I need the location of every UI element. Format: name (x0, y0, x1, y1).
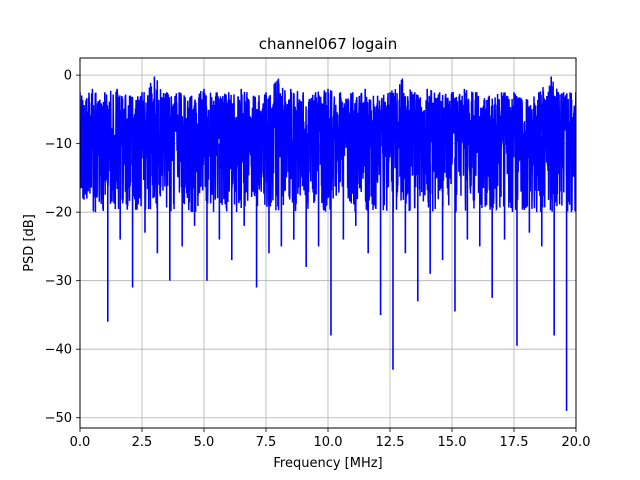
x-tick-label: 0.0 (70, 435, 91, 450)
x-tick-label: 12.5 (376, 435, 405, 450)
y-tick-label: 0 (64, 69, 72, 84)
y-tick-label: −20 (45, 206, 72, 221)
y-tick-label: −10 (45, 137, 72, 152)
psd-series (80, 76, 576, 411)
x-axis-label: Frequency [MHz] (273, 456, 382, 471)
x-tick-label: 20.0 (562, 435, 591, 450)
chart-title: channel067 logain (259, 35, 398, 53)
x-axis-ticks: 0.0 2.5 5.0 7.5 10.0 12.5 15.0 17.5 20.0 (70, 428, 591, 450)
x-tick-label: 2.5 (132, 435, 153, 450)
x-tick-label: 10.0 (314, 435, 343, 450)
x-tick-label: 5.0 (194, 435, 215, 450)
x-tick-label: 17.5 (500, 435, 529, 450)
y-axis-ticks: 0 −10 −20 −30 −40 −50 (45, 69, 80, 426)
x-tick-label: 7.5 (256, 435, 277, 450)
y-tick-label: −50 (45, 411, 72, 426)
y-tick-label: −40 (45, 343, 72, 358)
y-axis-label: PSD [dB] (22, 214, 37, 272)
x-tick-label: 15.0 (438, 435, 467, 450)
psd-trace (80, 80, 576, 213)
y-tick-label: −30 (45, 274, 72, 289)
